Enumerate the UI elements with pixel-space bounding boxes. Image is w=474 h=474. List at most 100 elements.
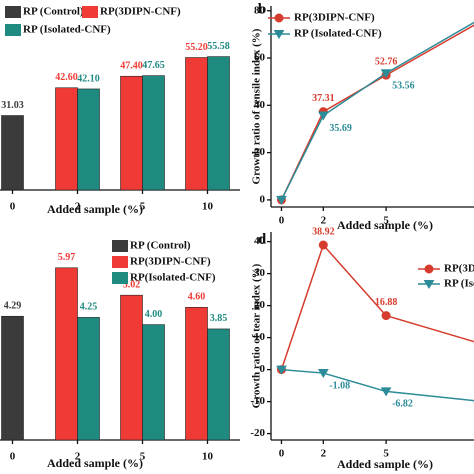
legend-swatch xyxy=(112,256,128,268)
x-tick-label: 2 xyxy=(75,451,81,463)
series-line xyxy=(281,368,474,402)
value-label: 35.69 xyxy=(329,123,352,134)
legend-marker xyxy=(274,13,284,23)
legend-swatch xyxy=(5,24,21,36)
x-tick-label: 2 xyxy=(321,448,327,460)
y-tick-label: -20 xyxy=(250,427,265,439)
y-tick-label: 40 xyxy=(254,235,266,247)
bar xyxy=(77,88,100,191)
x-tick-label: 0 xyxy=(279,448,285,460)
value-label: 3.85 xyxy=(210,313,228,324)
x-tick-label: 5 xyxy=(383,448,389,460)
y-tick-label: 20 xyxy=(254,146,266,158)
series-line xyxy=(280,21,474,201)
panel-label: b xyxy=(258,1,266,17)
value-label: 4.00 xyxy=(145,309,163,320)
value-label: 47.40 xyxy=(120,61,143,72)
bar xyxy=(142,75,165,191)
legend-label: RP (Isolated-CNF) xyxy=(444,278,474,290)
legend-swatch xyxy=(5,6,21,18)
point xyxy=(276,365,287,375)
x-tick-label: 5 xyxy=(383,215,389,227)
legend-label: RP (Control) xyxy=(130,240,191,252)
point xyxy=(317,111,329,121)
bar xyxy=(142,324,165,441)
value-label: 5.02 xyxy=(123,279,141,290)
x-axis-label: Added sample (%) xyxy=(337,457,433,471)
value-label: 42.60 xyxy=(55,72,78,83)
x-axis-label: Added sample (%) xyxy=(337,218,433,232)
bar xyxy=(120,75,143,191)
bar xyxy=(120,294,143,441)
value-label: 4.25 xyxy=(80,302,98,313)
y-axis-label: Growth ratio of tear index (%) xyxy=(251,263,263,408)
x-tick-label: 10 xyxy=(202,451,214,463)
y-tick-label: 20 xyxy=(254,299,266,311)
x-tick-label: 0 xyxy=(10,201,16,213)
point xyxy=(380,69,392,79)
point xyxy=(317,369,329,379)
value-label: 5.97 xyxy=(58,252,76,263)
point xyxy=(318,240,328,250)
legend-swatch xyxy=(112,240,128,252)
legend-label: RP(3DIPN-CNF) xyxy=(130,256,211,268)
point xyxy=(381,311,391,321)
x-tick-label: 2 xyxy=(75,201,81,213)
legend-label: RP(Isolated-CNF) xyxy=(130,272,216,284)
bar xyxy=(1,115,24,191)
bar xyxy=(207,56,230,191)
legend-label: RP (Control) xyxy=(23,6,84,18)
y-tick-label: 30 xyxy=(254,267,266,279)
legend-label: RP(3DIPN-CNF) xyxy=(444,263,474,275)
y-tick-label: 40 xyxy=(254,99,266,111)
legend-marker xyxy=(424,264,434,274)
x-tick-label: 0 xyxy=(10,451,16,463)
value-label: 31.03 xyxy=(1,100,24,111)
x-tick-label: 5 xyxy=(140,451,146,463)
bar xyxy=(1,315,24,441)
value-label: -1.08 xyxy=(329,380,350,391)
value-label: 16.88 xyxy=(375,297,398,308)
y-tick-label: 0 xyxy=(260,363,266,375)
panel-label: d xyxy=(258,231,267,247)
value-label: 4.60 xyxy=(188,292,206,303)
value-label: -6.82 xyxy=(392,399,413,410)
value-label: 53.56 xyxy=(392,81,415,92)
value-label: 55.58 xyxy=(207,41,230,52)
y-tick-label: -10 xyxy=(250,395,265,407)
legend-label: RP(3DIPN-CNF) xyxy=(100,6,181,18)
bar xyxy=(55,87,78,191)
bar xyxy=(207,328,230,441)
value-label: 47.65 xyxy=(142,60,165,71)
series-line xyxy=(280,24,474,201)
value-label: 4.29 xyxy=(4,301,22,312)
y-axis-label: Growth ratio of tensile index (%) xyxy=(251,28,263,184)
value-label: 55.20 xyxy=(185,42,208,53)
value-label: 37.31 xyxy=(312,93,335,104)
point xyxy=(380,387,392,397)
legend-label: RP(3DIPN-CNF) xyxy=(294,12,375,24)
y-tick-label: 80 xyxy=(254,4,266,16)
x-tick-label: 10 xyxy=(202,201,214,213)
legend-marker xyxy=(273,30,285,39)
value-label: 38.92 xyxy=(312,226,335,237)
x-tick-label: 0 xyxy=(279,215,285,227)
x-tick-label: 2 xyxy=(321,215,327,227)
x-tick-label: 5 xyxy=(140,201,146,213)
legend-swatch xyxy=(112,272,128,284)
bar xyxy=(185,57,208,191)
value-label: 52.76 xyxy=(375,56,398,67)
x-axis-label: Added sample (%) xyxy=(47,456,143,470)
y-tick-label: 10 xyxy=(254,331,266,343)
bar xyxy=(185,307,208,441)
bar xyxy=(77,317,100,441)
y-tick-label: 0 xyxy=(260,193,266,205)
legend-label: RP (Isolated-CNF) xyxy=(294,28,382,40)
value-label: 42.10 xyxy=(77,73,100,84)
legend-swatch xyxy=(82,6,98,18)
y-tick-label: 60 xyxy=(254,52,266,64)
point xyxy=(276,195,287,205)
bar xyxy=(55,267,78,441)
